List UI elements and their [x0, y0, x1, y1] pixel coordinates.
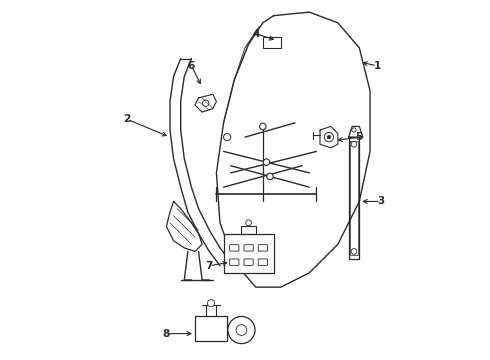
Text: 5: 5	[356, 132, 363, 142]
Text: 4: 4	[252, 28, 259, 39]
Circle shape	[245, 220, 251, 226]
FancyBboxPatch shape	[223, 234, 273, 273]
FancyBboxPatch shape	[244, 259, 253, 265]
Circle shape	[267, 173, 273, 180]
Circle shape	[263, 159, 270, 165]
Text: 2: 2	[123, 114, 131, 124]
FancyBboxPatch shape	[244, 245, 253, 251]
Text: 6: 6	[188, 61, 195, 71]
Circle shape	[327, 135, 331, 139]
Text: 1: 1	[373, 61, 381, 71]
Text: 3: 3	[377, 197, 384, 206]
FancyBboxPatch shape	[230, 259, 239, 265]
Circle shape	[228, 316, 255, 343]
Circle shape	[260, 123, 266, 130]
FancyBboxPatch shape	[258, 245, 268, 251]
Text: 7: 7	[206, 261, 213, 271]
FancyBboxPatch shape	[195, 316, 227, 341]
Circle shape	[207, 300, 215, 307]
FancyBboxPatch shape	[258, 259, 268, 265]
Text: 8: 8	[163, 329, 170, 339]
FancyBboxPatch shape	[263, 37, 281, 48]
FancyBboxPatch shape	[230, 245, 239, 251]
Circle shape	[223, 134, 231, 141]
